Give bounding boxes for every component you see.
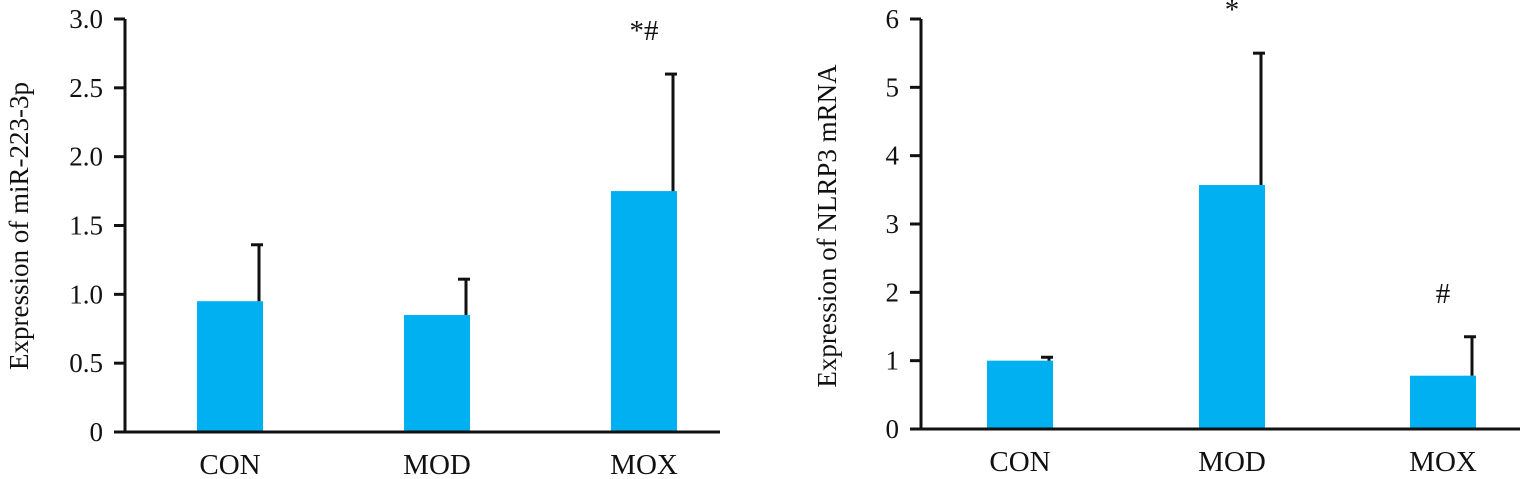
y-tick-label: 1: [886, 346, 900, 376]
chart-panel-nlrp3: * #0 1 2 3 4 5 6 CON MOD MOX Expression of NLRP3 mR…: [812, 0, 1520, 478]
y-tick-label: 0: [886, 414, 900, 444]
bar-mod: [1199, 185, 1265, 429]
y-tick-label: 1.5: [69, 211, 103, 241]
y-tick-label: 0.5: [69, 348, 103, 378]
y-tick-label: 3: [886, 209, 900, 239]
x-tick-label-mod: MOD: [403, 449, 471, 479]
y-tick-label: 0: [90, 417, 104, 447]
chart-panel-mir223: *# 0 0.5 1.0 1.5 2.0 2.5 3.0 CON MOD MOX Expression…: [4, 4, 720, 479]
y-tick-label: 2.5: [69, 73, 103, 103]
x-tick-label-mod: MOD: [1198, 446, 1266, 478]
bar-mod: [404, 314, 470, 432]
x-tick-label-mox: MOX: [610, 449, 678, 479]
significance-label-mod: *: [1225, 0, 1240, 26]
bar-mox: [611, 191, 677, 432]
significance-label-mox: *#: [630, 15, 659, 47]
bar-mox: [1410, 375, 1476, 429]
significance-label-mox: #: [1436, 278, 1451, 310]
y-tick-label: 4: [886, 141, 900, 171]
y-tick-label: 2.0: [69, 142, 103, 172]
y-tick-label: 1.0: [69, 279, 103, 309]
y-axis-label: Expression of miR-223-3p: [4, 82, 34, 370]
x-tick-label-con: CON: [989, 446, 1050, 478]
x-tick-label-mox: MOX: [1409, 446, 1477, 478]
y-tick-label: 5: [886, 72, 900, 102]
bar-con: [987, 360, 1053, 429]
y-tick-label: 6: [886, 4, 900, 34]
y-tick-label: 3.0: [69, 4, 103, 34]
y-axis-label: Expression of NLRP3 mRNA: [812, 64, 842, 388]
bar-con: [197, 301, 263, 432]
x-tick-label-con: CON: [199, 449, 260, 479]
y-tick-label: 2: [886, 277, 900, 307]
